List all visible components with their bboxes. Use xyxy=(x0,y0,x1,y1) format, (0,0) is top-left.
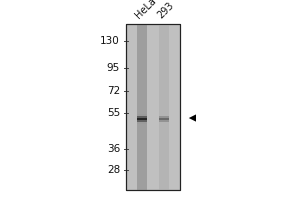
Bar xyxy=(159,124,169,126)
Bar xyxy=(137,120,147,122)
Bar xyxy=(126,24,180,190)
Bar xyxy=(137,122,147,124)
Text: HeLa: HeLa xyxy=(134,0,158,20)
Bar xyxy=(126,24,180,190)
Bar xyxy=(137,118,147,120)
Text: 130: 130 xyxy=(100,36,120,46)
Bar xyxy=(137,113,147,115)
Text: 95: 95 xyxy=(107,63,120,73)
Bar xyxy=(137,116,147,118)
Bar xyxy=(159,114,169,117)
Text: 55: 55 xyxy=(107,108,120,118)
Bar xyxy=(159,122,169,124)
Text: 293: 293 xyxy=(155,0,175,20)
Bar xyxy=(159,118,169,120)
Bar xyxy=(137,114,147,117)
Bar xyxy=(159,24,169,190)
Text: 28: 28 xyxy=(107,165,120,175)
Bar xyxy=(137,124,147,126)
Bar xyxy=(159,113,169,115)
Bar xyxy=(159,120,169,122)
Bar xyxy=(137,24,147,190)
Text: 36: 36 xyxy=(107,144,120,154)
Bar xyxy=(159,116,169,118)
Text: 72: 72 xyxy=(107,86,120,96)
